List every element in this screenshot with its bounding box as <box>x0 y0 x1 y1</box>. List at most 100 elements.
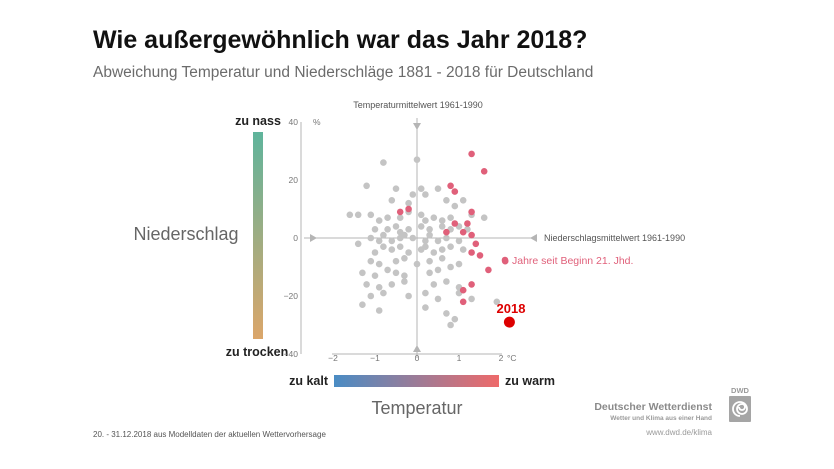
chart-subtitle: Abweichung Temperatur und Niederschläge … <box>93 64 594 81</box>
point-older-year <box>438 217 446 224</box>
dwd-logo-text: DWD <box>731 386 749 395</box>
axis-arrows <box>310 123 537 352</box>
point-older-year <box>380 289 387 297</box>
point-older-year <box>354 240 362 248</box>
point-older-year <box>459 197 467 204</box>
point-older-year <box>438 254 446 262</box>
warm-scale-label: zu warm <box>505 374 555 388</box>
point-older-year <box>380 231 387 239</box>
point-older-year <box>363 182 370 190</box>
point-older-year <box>388 281 396 288</box>
point-older-year <box>405 199 412 207</box>
point-recent-year <box>451 188 459 195</box>
point-older-year <box>413 260 421 268</box>
point-recent-year <box>464 220 471 227</box>
point-older-year <box>392 257 400 265</box>
point-older-year <box>443 278 450 285</box>
point-older-year <box>434 185 442 192</box>
y-tick-label: −40 <box>284 349 299 359</box>
dwd-branding: Deutscher Wetterdienst Wetter und Klima … <box>594 380 754 440</box>
point-older-year <box>405 292 412 300</box>
x-axis-label: Temperatur <box>371 398 462 418</box>
point-older-year <box>405 226 412 233</box>
point-older-year <box>371 272 379 280</box>
point-older-year <box>388 246 396 253</box>
point-older-year <box>422 289 429 297</box>
arrow-up-icon <box>413 345 421 352</box>
point-older-year <box>384 266 391 274</box>
point-recent-year <box>468 231 475 239</box>
point-recent-year <box>468 208 475 216</box>
point-older-year <box>430 214 438 221</box>
y-axis-label: Niederschlag <box>133 224 238 244</box>
point-older-year <box>447 321 454 329</box>
point-older-year <box>422 237 429 245</box>
point-recent-year <box>480 168 488 175</box>
point-older-year <box>493 298 501 306</box>
point-older-year <box>447 214 454 221</box>
x-tick-labels: −2 −1 0 1 2 <box>328 353 503 363</box>
point-recent-year <box>476 252 484 259</box>
point-older-year <box>401 254 408 262</box>
point-older-year <box>443 197 450 204</box>
recent-years-label: Jahre seit Beginn 21. Jhd. <box>512 255 633 267</box>
point-older-year <box>447 263 454 271</box>
point-older-year <box>438 246 446 253</box>
point-older-year <box>409 191 417 198</box>
data-points <box>346 150 515 329</box>
x-tick-label: 2 <box>499 353 504 363</box>
point-older-year <box>396 214 404 221</box>
point-older-year <box>375 260 383 268</box>
point-recent-year <box>485 266 492 274</box>
precipitation-reference-label: Niederschlagsmittelwert 1961-1990 <box>544 233 685 243</box>
point-older-year <box>434 237 442 245</box>
point-older-year <box>375 284 383 291</box>
point-older-year <box>367 292 375 300</box>
point-older-year <box>380 159 387 166</box>
point-older-year <box>363 281 370 288</box>
point-older-year <box>451 315 459 323</box>
axes <box>300 118 537 358</box>
footnote: 20. - 31.12.2018 aus Modelldaten der akt… <box>93 430 326 439</box>
point-older-year <box>405 249 412 256</box>
dwd-url-link[interactable]: www.dwd.de/klima <box>646 428 712 437</box>
point-older-year <box>392 185 400 192</box>
point-recent-year <box>468 249 475 256</box>
chart-title: Wie außergewöhnlich war das Jahr 2018? <box>93 26 588 54</box>
point-older-year <box>401 278 408 285</box>
point-older-year <box>426 231 433 239</box>
point-older-year <box>367 234 375 242</box>
cold-scale-label: zu kalt <box>289 374 329 388</box>
point-older-year <box>417 223 425 230</box>
point-older-year <box>375 237 383 245</box>
point-recent-year <box>396 208 404 216</box>
point-older-year <box>384 226 391 233</box>
dwd-tagline: Wetter und Klima aus einer Hand <box>610 415 712 422</box>
point-older-year <box>367 257 375 265</box>
arrow-left-icon <box>530 234 537 242</box>
point-older-year <box>388 197 396 204</box>
point-recent-year <box>447 182 454 190</box>
point-older-year <box>380 243 387 250</box>
point-older-year <box>426 269 433 277</box>
y-tick-label: 40 <box>289 117 299 127</box>
point-older-year <box>480 214 488 221</box>
dwd-spiral-logo-icon: DWD <box>729 386 751 422</box>
point-older-year <box>430 249 438 256</box>
arrow-right-icon <box>310 234 317 242</box>
point-older-year <box>434 295 442 303</box>
dwd-name: Deutscher Wetterdienst <box>594 401 712 413</box>
point-older-year <box>392 223 400 230</box>
point-older-year <box>443 310 450 317</box>
precipitation-color-scale <box>253 132 263 339</box>
point-older-year <box>354 211 362 219</box>
point-older-year <box>359 269 366 277</box>
point-older-year <box>359 301 366 309</box>
point-older-year <box>455 260 463 268</box>
point-recent-year <box>451 220 459 227</box>
x-tick-label: −2 <box>328 353 338 363</box>
point-older-year <box>422 243 429 250</box>
y-unit-label: % <box>313 117 321 127</box>
point-older-year <box>388 237 396 245</box>
x-unit-label: °C <box>507 353 517 363</box>
